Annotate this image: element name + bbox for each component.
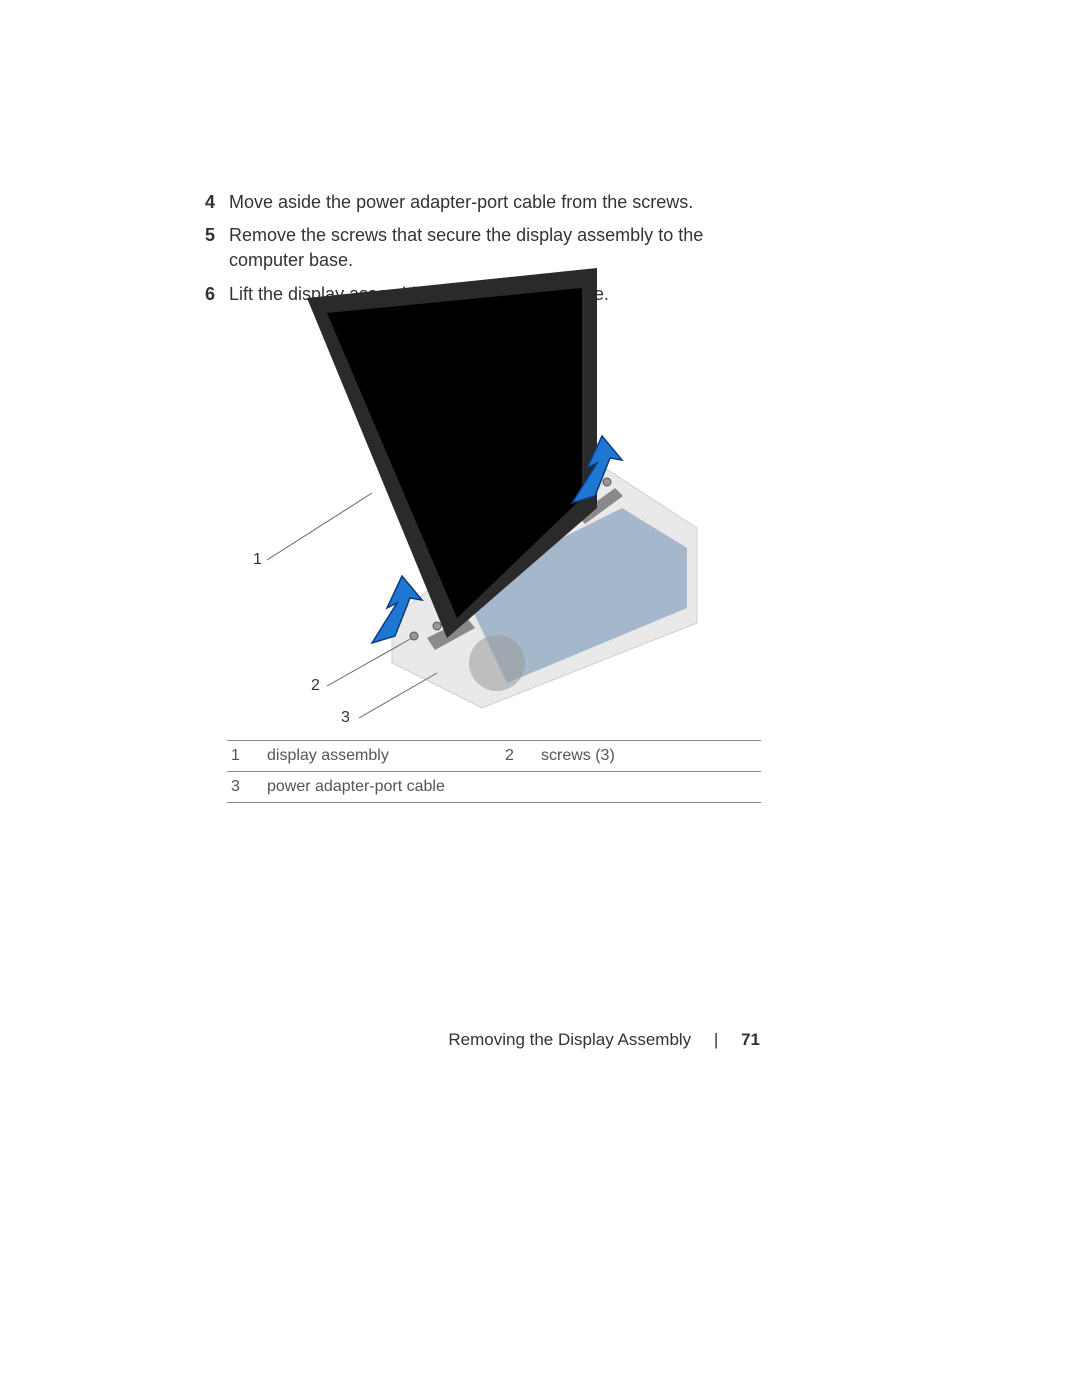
legend-value: display assembly [263,741,501,772]
step-number: 4 [205,190,229,215]
step-item: 4 Move aside the power adapter-port cabl… [205,190,765,215]
step-item: 5 Remove the screws that secure the disp… [205,223,765,273]
legend-value: power adapter-port cable [263,772,501,803]
figure: 1 2 3 [227,268,767,738]
footer-title: Removing the Display Assembly [448,1030,691,1049]
legend-key [501,772,537,803]
callout-number: 2 [311,677,320,695]
step-text: Move aside the power adapter-port cable … [229,190,765,215]
legend-value [537,772,761,803]
table-row: 1 display assembly 2 screws (3) [227,741,761,772]
legend-value: screws (3) [537,741,761,772]
step-text: Remove the screws that secure the displa… [229,223,765,273]
page-number: 71 [741,1030,760,1049]
legend-key: 2 [501,741,537,772]
table-row: 3 power adapter-port cable [227,772,761,803]
screw-icon [603,478,611,486]
callout-number: 1 [253,551,262,569]
leader-line [359,673,437,718]
callout-number: 3 [341,709,350,727]
footer-separator: | [696,1030,736,1050]
step-number: 5 [205,223,229,273]
step-number: 6 [205,282,229,307]
laptop-illustration [227,268,767,738]
screw-icon [433,622,441,630]
legend-key: 3 [227,772,263,803]
page-footer: Removing the Display Assembly | 71 [0,1030,760,1050]
legend-key: 1 [227,741,263,772]
legend-table: 1 display assembly 2 screws (3) 3 power … [227,740,761,803]
cooling-fan [469,635,525,691]
leader-line [267,493,372,560]
